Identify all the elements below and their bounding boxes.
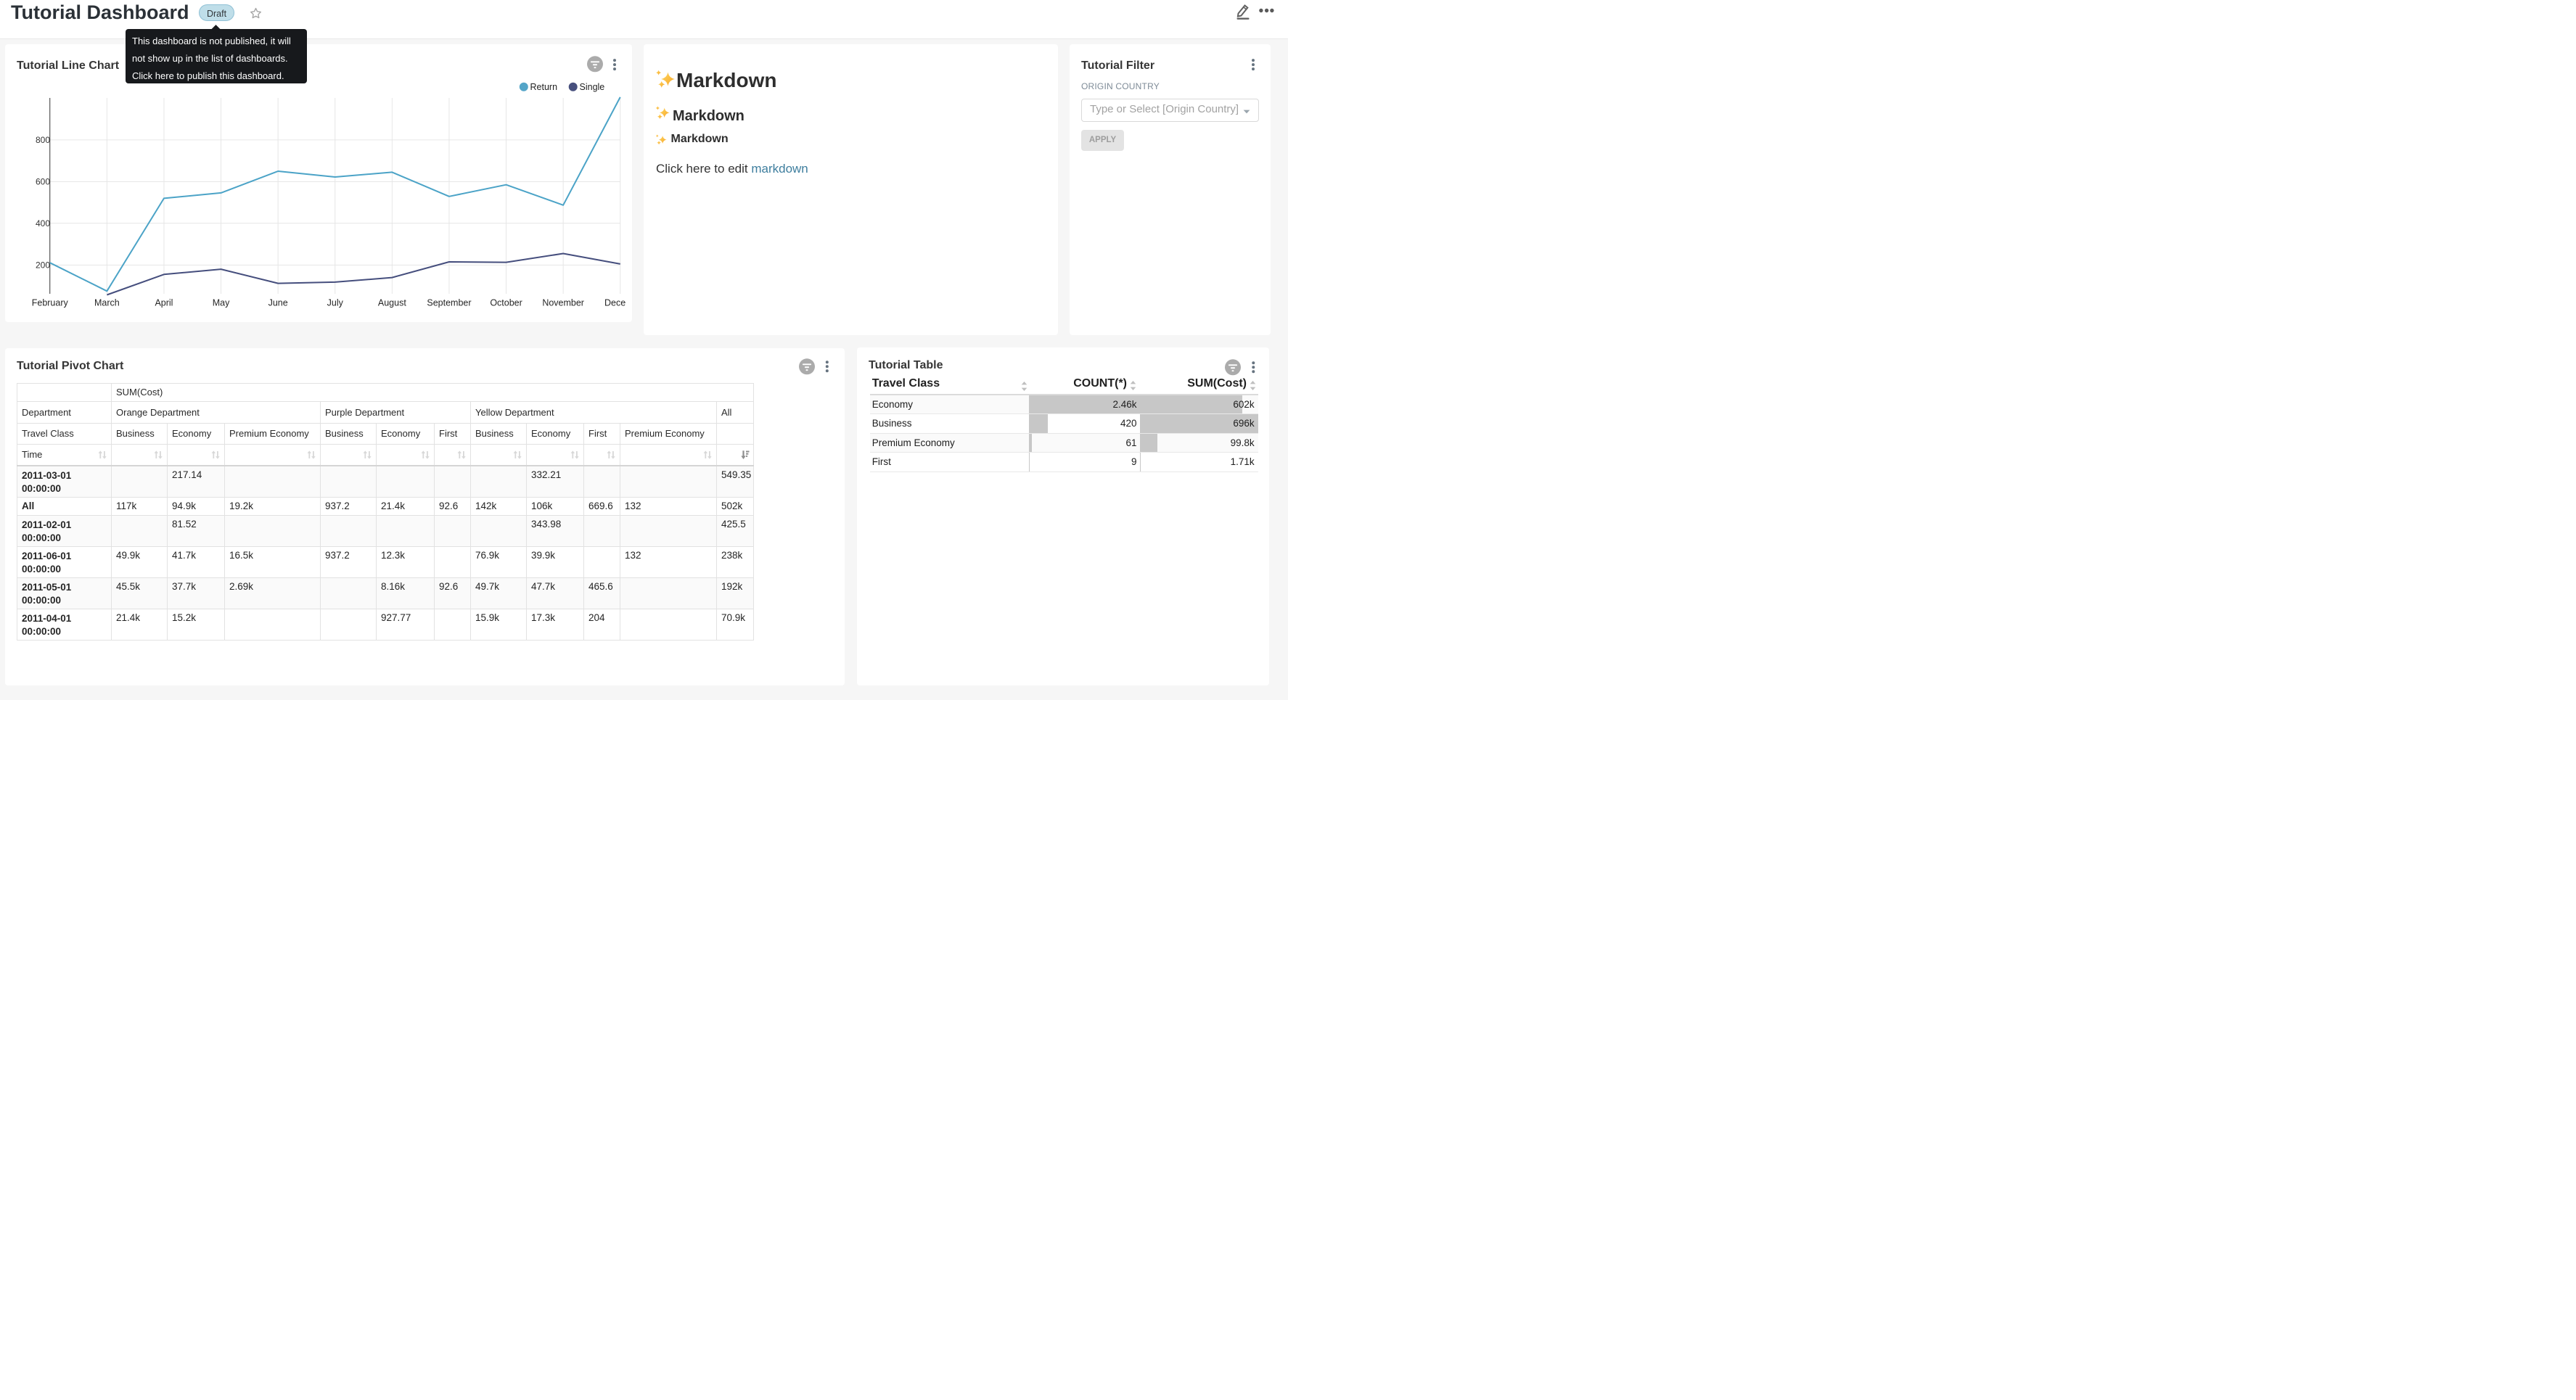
svg-text:August: August (378, 297, 406, 308)
svg-text:November: November (542, 297, 584, 308)
svg-text:400: 400 (36, 218, 50, 228)
svg-text:October: October (490, 297, 522, 308)
svg-text:April: April (155, 297, 173, 308)
svg-text:Return: Return (530, 82, 558, 92)
svg-text:Single: Single (580, 82, 605, 92)
svg-text:Dece: Dece (604, 297, 625, 308)
svg-text:June: June (268, 297, 288, 308)
svg-text:May: May (213, 297, 230, 308)
svg-text:September: September (427, 297, 471, 308)
svg-text:200: 200 (36, 260, 50, 271)
svg-text:March: March (94, 297, 120, 308)
svg-text:July: July (327, 297, 344, 308)
svg-text:February: February (32, 297, 69, 308)
svg-text:800: 800 (36, 135, 50, 145)
svg-text:600: 600 (36, 177, 50, 187)
